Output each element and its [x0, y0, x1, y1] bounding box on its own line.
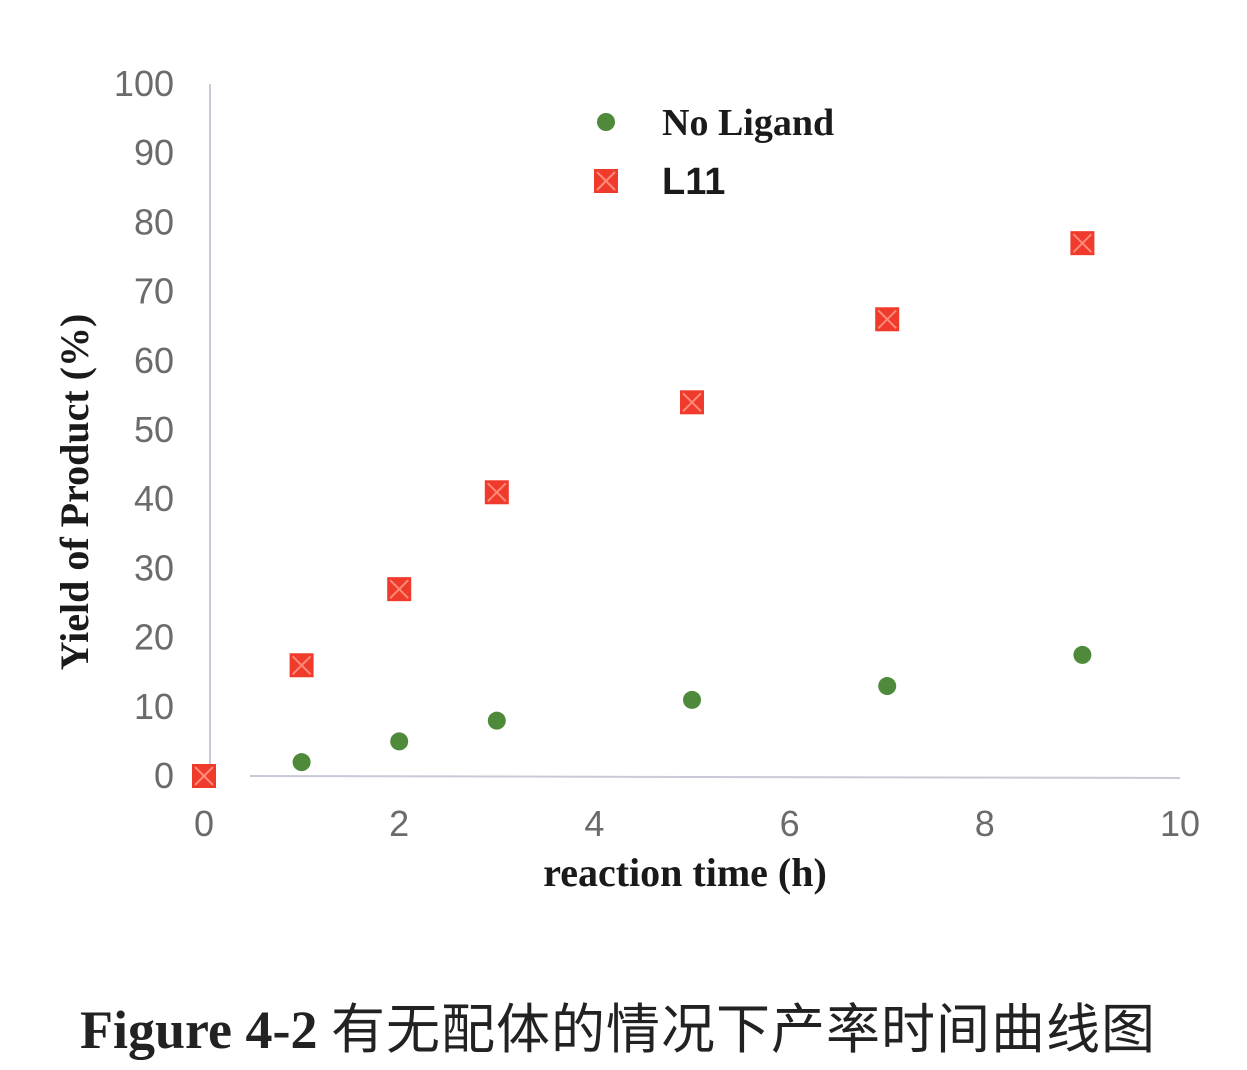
legend-marker — [597, 113, 615, 131]
y-tick-label: 70 — [134, 271, 174, 312]
y-tick-label: 0 — [154, 755, 174, 796]
data-point — [390, 732, 409, 751]
x-tick-label: 2 — [389, 803, 409, 844]
data-point — [875, 307, 900, 332]
caption-text: 有无配体的情况下产率时间曲线图 — [330, 998, 1156, 1061]
y-tick-label: 60 — [134, 340, 174, 381]
data-point — [1073, 645, 1092, 664]
marker-cross-b — [877, 309, 897, 329]
y-tick-label: 90 — [134, 132, 174, 173]
scatter-chart: 0 10 20 30 40 50 60 70 80 90 100 0 2 4 6 8 10 reaction ti… — [52, 63, 1200, 895]
chart-svg: 0 10 20 30 40 50 60 70 80 90 100 0 2 4 6 8 10 reaction ti… — [52, 63, 1200, 895]
x-tick-label: 6 — [780, 803, 800, 844]
x-tick-label: 8 — [975, 803, 995, 844]
y-tick-label: 50 — [134, 409, 174, 450]
legend: No Ligand L11 — [594, 102, 834, 203]
y-tick-label: 10 — [134, 686, 174, 727]
data-point — [192, 764, 216, 788]
y-tick-label: 100 — [114, 63, 174, 104]
y-axis-title: Yield of Product (%) — [52, 314, 97, 671]
y-tick-label: 80 — [134, 201, 174, 242]
marker-cross-b — [682, 392, 702, 413]
x-tick-label: 10 — [1160, 803, 1200, 844]
data-point — [487, 711, 506, 730]
legend-label: No Ligand — [662, 102, 834, 144]
legend-label: L11 — [662, 161, 725, 203]
marker-cross-b — [596, 171, 616, 191]
data-point — [1070, 231, 1095, 256]
series-l11 — [192, 231, 1095, 788]
y-tick-label: 20 — [134, 617, 174, 658]
data-point — [683, 690, 701, 709]
data-point — [292, 753, 311, 772]
legend-marker — [594, 169, 618, 193]
y-tick-label: 40 — [134, 478, 174, 519]
marker-cross-b — [487, 482, 507, 502]
x-axis-line — [249, 775, 1181, 779]
data-point — [289, 653, 314, 678]
y-tick-label: 30 — [134, 547, 174, 588]
figure-caption: Figure 4-2 有无配体的情况下产率时间曲线图 — [80, 985, 1220, 1064]
marker-cross-b — [194, 766, 214, 786]
caption-label: Figure 4-2 — [80, 1000, 318, 1060]
marker-cross-b — [389, 579, 409, 599]
data-point — [484, 480, 509, 505]
series-no-ligand — [292, 645, 1092, 772]
data-point — [680, 390, 704, 415]
x-axis-title: reaction time (h) — [543, 850, 827, 895]
x-tick-label: 0 — [194, 803, 214, 844]
marker-cross-b — [291, 655, 312, 675]
x-tick-label: 4 — [584, 803, 604, 844]
marker-cross-b — [1072, 233, 1093, 253]
data-point — [878, 677, 897, 696]
data-point — [387, 577, 412, 602]
